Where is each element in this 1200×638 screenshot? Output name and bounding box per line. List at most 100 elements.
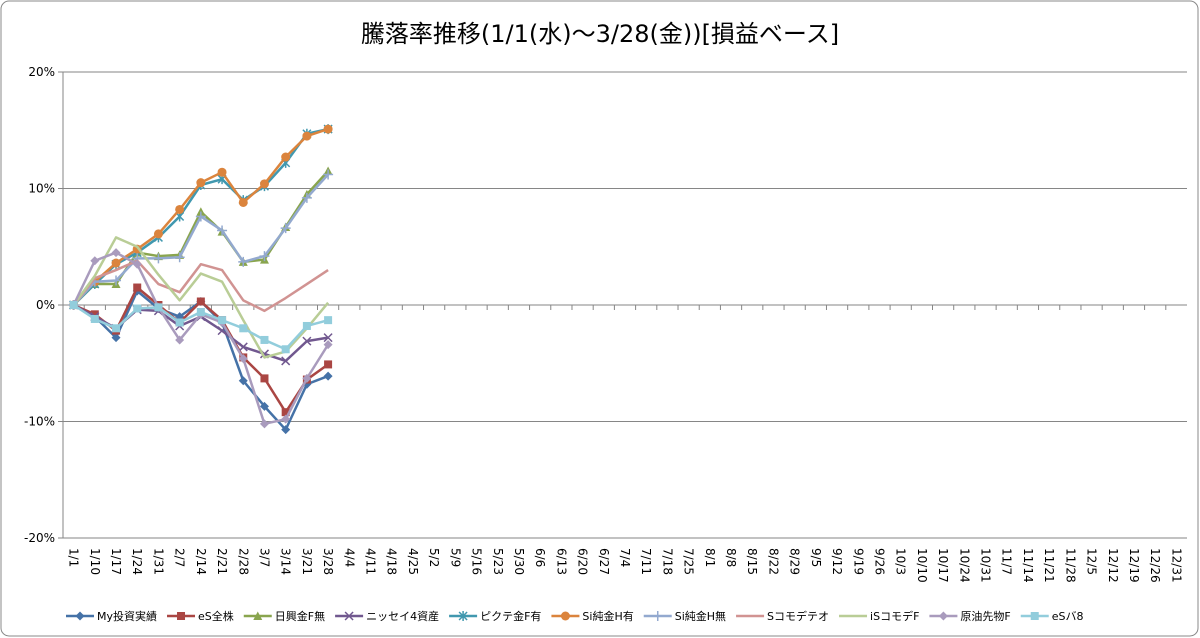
x-tick-label: 10/3 (894, 548, 908, 575)
data-point (217, 225, 228, 236)
x-tick-label: 12/5 (1085, 548, 1099, 575)
x-tick-label: 8/15 (745, 548, 759, 575)
legend-marker (344, 611, 354, 621)
y-tick-label: 0% (36, 298, 55, 312)
data-point (217, 167, 227, 177)
x-tick-label: 8/1 (703, 548, 717, 567)
x-tick-label: 10/10 (915, 548, 929, 583)
data-point (153, 229, 163, 239)
data-point (260, 335, 269, 344)
series-line (72, 259, 329, 313)
data-point (302, 321, 311, 330)
legend-label: Sコモデテオ (767, 609, 829, 623)
data-point (175, 335, 185, 345)
data-point (90, 314, 99, 323)
x-tick-label: 2/7 (173, 548, 187, 567)
data-point (281, 414, 291, 424)
x-tick-label: 9/12 (830, 548, 844, 575)
x-tick-label: 11/7 (1000, 548, 1014, 575)
data-point (69, 301, 78, 309)
data-point (281, 152, 291, 162)
x-tick-label: 5/30 (512, 548, 526, 575)
legend-marker (177, 612, 186, 620)
y-tick-label: -20% (24, 531, 55, 545)
legend-marker (938, 611, 948, 621)
data-point (218, 316, 227, 325)
data-point (281, 356, 291, 366)
x-tick-label: 4/11 (364, 548, 378, 575)
x-tick-label: 8/22 (766, 548, 780, 575)
legend-item: My投資実績 (66, 609, 157, 623)
x-tick-label: 11/14 (1021, 548, 1035, 583)
legend-label: eSバ8 (1052, 610, 1084, 623)
legend-marker (253, 611, 263, 620)
data-point (259, 401, 269, 411)
x-tick-label: 3/14 (279, 548, 293, 575)
data-point (90, 310, 99, 319)
data-point (111, 275, 122, 286)
x-tick-label: 4/4 (342, 548, 356, 567)
x-tick-label: 2/28 (236, 548, 250, 575)
x-tick-label: 7/11 (639, 548, 653, 575)
x-tick-label: 7/18 (660, 548, 674, 575)
data-point (302, 131, 312, 141)
data-point (112, 324, 121, 333)
x-tick-label: 12/12 (1106, 548, 1120, 583)
data-point (259, 419, 269, 429)
data-point (175, 318, 184, 327)
data-point (238, 256, 249, 267)
data-point (196, 297, 205, 306)
chart-title: 騰落率推移(1/1(水)～3/28(金))[損益ベース] (361, 20, 839, 48)
x-tick-label: 5/2 (427, 548, 441, 567)
data-point (132, 259, 142, 269)
x-tick-label: 1/31 (151, 548, 165, 575)
x-tick-label: 8/29 (788, 548, 802, 575)
x-tick-label: 3/7 (257, 548, 271, 567)
legend-item: ピクテ金F有 (449, 609, 541, 623)
data-point (324, 316, 333, 325)
x-tick-label: 6/27 (597, 548, 611, 575)
x-tick-label: 12/31 (1169, 548, 1183, 583)
data-point (238, 376, 248, 386)
data-point (111, 248, 121, 258)
data-point (239, 324, 248, 333)
x-tick-label: 1/24 (130, 548, 144, 575)
legend-label: 原油先物F (960, 609, 1010, 623)
data-point (259, 179, 269, 189)
x-tick-label: 10/31 (979, 548, 993, 583)
legend-item: Sコモデテオ (736, 609, 829, 623)
x-tick-label: 6/20 (576, 548, 590, 575)
data-point (302, 373, 312, 383)
x-tick-label: 12/19 (1127, 548, 1141, 583)
data-point (133, 283, 142, 292)
data-point (323, 124, 333, 134)
legend-marker (560, 611, 570, 621)
data-point (154, 303, 163, 312)
x-tick-label: 6/13 (554, 548, 568, 575)
legend-item: Si純金H有 (551, 609, 634, 623)
legend-label: 日興金F無 (275, 609, 325, 623)
legend-item: ニッセイ4資産 (335, 610, 439, 623)
legend-item: 原油先物F (929, 609, 1011, 623)
y-tick-label: -10% (24, 415, 55, 429)
legend-label: My投資実績 (97, 609, 157, 623)
legend-label: eS全株 (198, 609, 234, 623)
data-point (196, 178, 206, 188)
data-point (259, 251, 270, 262)
legend-marker (1030, 612, 1039, 620)
x-tick-label: 11/21 (1042, 548, 1056, 583)
data-point (238, 197, 248, 207)
data-point (175, 204, 185, 214)
legend-item: 日興金F無 (243, 609, 325, 623)
legend-label: ピクテ金F有 (480, 609, 541, 623)
x-tick-label: 3/21 (300, 548, 314, 575)
data-point (281, 425, 291, 435)
data-point (111, 258, 121, 268)
data-point (301, 192, 312, 203)
x-tick-label: 10/17 (936, 548, 950, 583)
x-tick-label: 11/28 (1063, 548, 1077, 583)
y-tick-label: 20% (28, 65, 55, 79)
data-point (153, 253, 164, 264)
legend-marker (652, 611, 663, 621)
x-tick-label: 6/6 (533, 548, 547, 567)
